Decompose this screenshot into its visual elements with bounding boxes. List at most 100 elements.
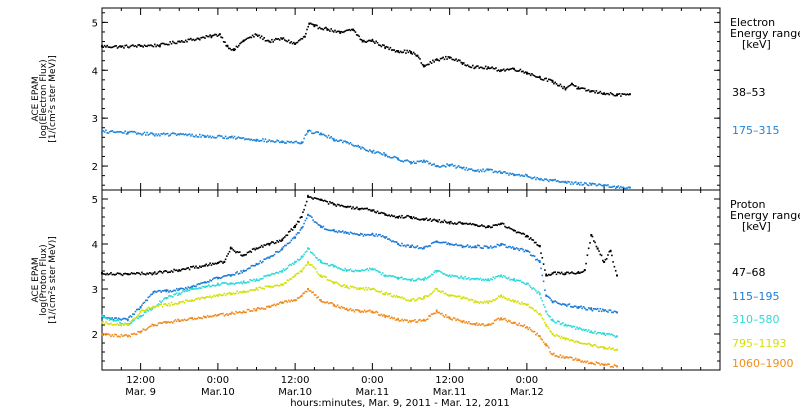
data-point	[218, 261, 220, 264]
data-point	[388, 315, 390, 317]
data-point	[383, 44, 385, 47]
data-point	[438, 59, 441, 62]
data-point	[424, 295, 426, 297]
data-point	[155, 291, 157, 293]
data-point	[106, 322, 108, 325]
data-point	[204, 315, 206, 318]
y-tick-label: 4	[92, 240, 98, 251]
data-point	[278, 239, 281, 242]
data-point	[179, 270, 182, 272]
data-point	[170, 132, 173, 135]
data-point	[390, 240, 393, 243]
data-point	[105, 321, 107, 323]
data-point	[290, 140, 293, 143]
data-point	[218, 33, 221, 36]
data-point	[405, 319, 407, 322]
data-point	[211, 315, 214, 317]
data-point	[296, 272, 299, 274]
y-tick-label: 2	[92, 162, 98, 173]
data-point	[120, 45, 123, 48]
data-point	[191, 285, 194, 288]
data-point	[590, 330, 593, 333]
data-point	[309, 264, 312, 266]
data-point	[609, 333, 612, 336]
data-point	[249, 250, 251, 252]
data-point	[472, 223, 474, 225]
data-point	[236, 290, 238, 292]
data-point	[600, 310, 603, 313]
data-point	[398, 51, 401, 54]
data-point	[372, 268, 375, 271]
data-point	[227, 314, 229, 316]
data-point	[166, 271, 169, 274]
data-point	[517, 248, 519, 250]
data-point	[502, 318, 505, 320]
data-point	[157, 303, 160, 305]
data-point	[245, 291, 247, 293]
data-point	[410, 299, 412, 302]
data-point	[133, 130, 135, 133]
data-point	[392, 240, 394, 242]
data-point	[540, 177, 542, 180]
data-point	[273, 39, 276, 41]
data-point	[124, 44, 126, 47]
data-point	[572, 306, 574, 308]
data-point	[466, 297, 469, 300]
data-point	[389, 239, 392, 241]
data-point	[505, 226, 508, 229]
data-point	[201, 36, 204, 39]
data-point	[614, 187, 617, 190]
data-point	[388, 214, 390, 216]
data-point	[114, 333, 116, 336]
data-point	[625, 187, 627, 190]
data-point	[325, 200, 327, 202]
data-point	[583, 269, 586, 272]
data-point	[164, 43, 166, 46]
data-point	[484, 301, 487, 304]
data-point	[342, 141, 344, 144]
data-point	[245, 282, 247, 284]
data-point	[430, 62, 433, 64]
data-point	[486, 168, 488, 170]
data-point	[108, 273, 111, 275]
data-point	[508, 226, 510, 229]
data-point	[295, 260, 298, 263]
data-point	[441, 57, 443, 60]
data-point	[414, 319, 416, 321]
data-point	[173, 289, 175, 292]
data-point	[347, 286, 349, 289]
data-point	[345, 29, 348, 32]
data-point	[204, 297, 206, 299]
data-point	[186, 288, 188, 290]
data-point	[558, 302, 560, 305]
data-point	[614, 336, 617, 338]
data-point	[412, 216, 415, 218]
data-point	[218, 284, 220, 287]
data-point	[406, 214, 408, 217]
data-point	[138, 308, 141, 311]
data-point	[321, 28, 323, 30]
data-point	[604, 93, 607, 96]
data-point	[157, 322, 160, 325]
data-point	[493, 299, 496, 301]
data-point	[241, 255, 244, 257]
data-point	[248, 290, 250, 293]
data-point	[616, 274, 618, 277]
data-point	[488, 67, 491, 70]
data-point	[380, 153, 383, 155]
data-point	[517, 279, 519, 282]
data-point	[332, 31, 335, 33]
data-point	[432, 241, 434, 244]
data-point	[425, 217, 428, 220]
data-point	[253, 278, 255, 281]
data-point	[375, 290, 377, 292]
data-point	[504, 275, 506, 278]
y-axis-label-line: ACE EPAM	[31, 76, 41, 121]
data-point	[473, 169, 475, 172]
data-point	[491, 300, 493, 302]
data-point	[356, 270, 358, 272]
data-point	[384, 153, 387, 156]
data-point	[102, 334, 105, 336]
data-point	[433, 218, 435, 221]
data-point	[354, 269, 357, 272]
